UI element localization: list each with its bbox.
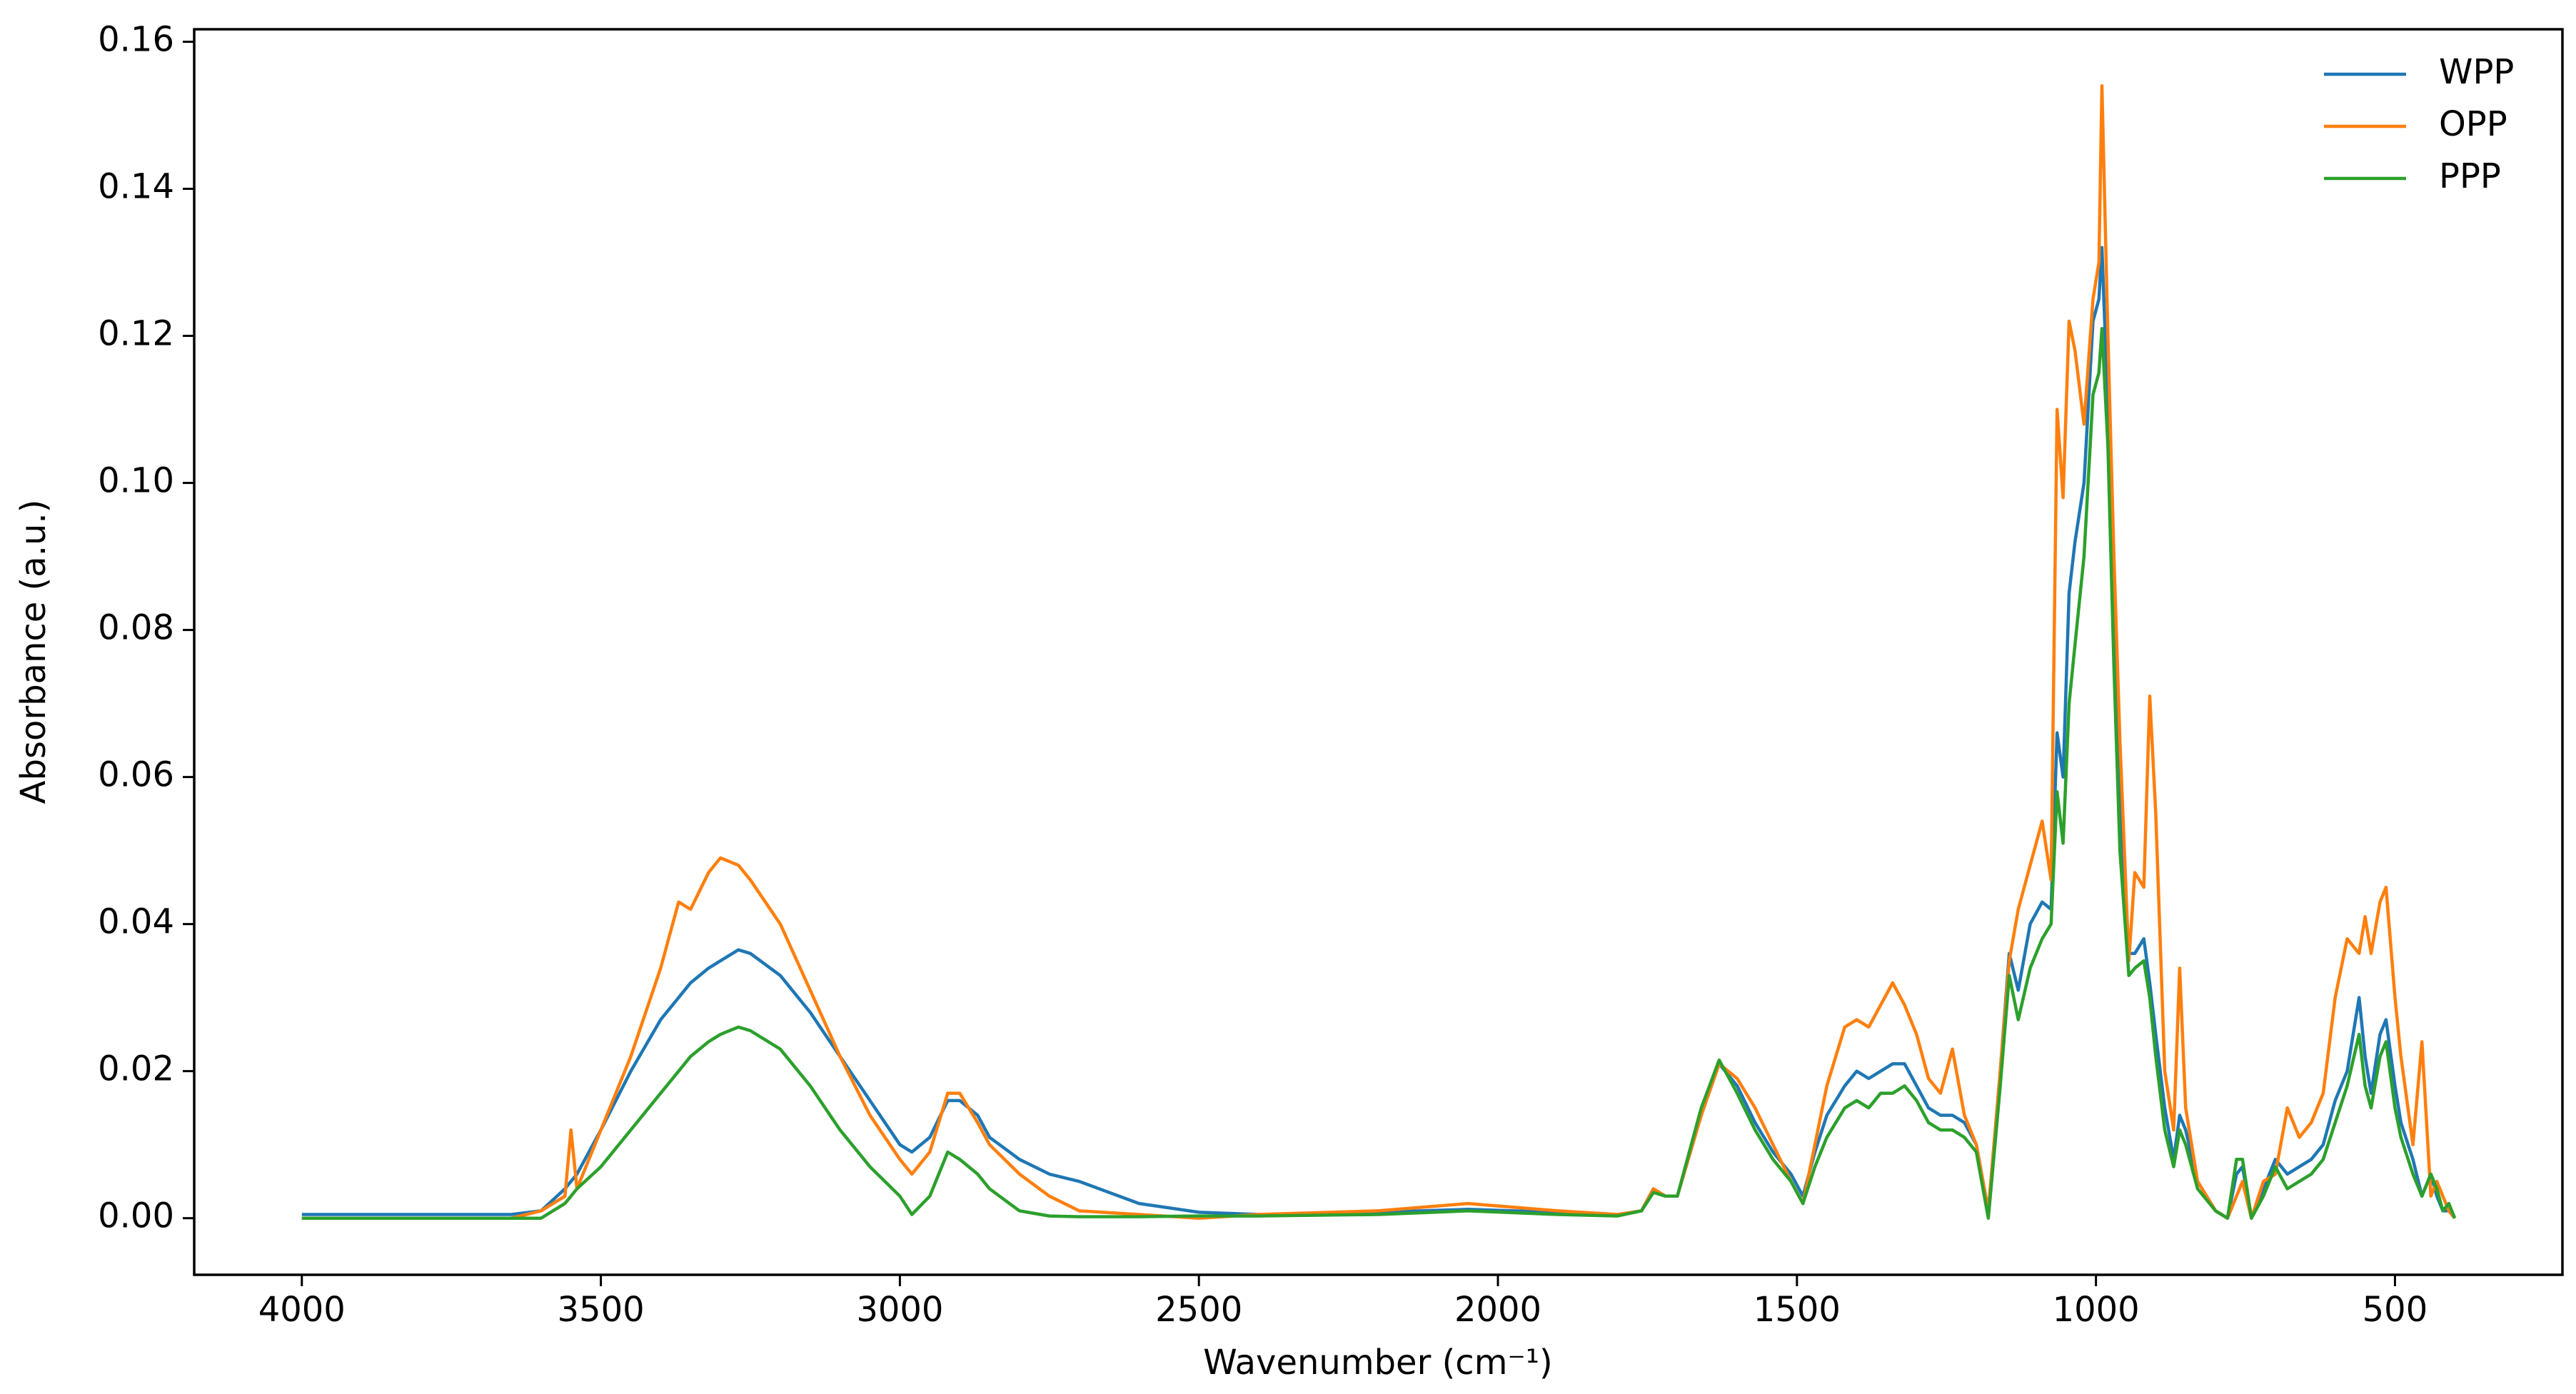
plot-frame bbox=[193, 28, 2564, 1276]
y-tick-label: 0.04 bbox=[98, 902, 174, 942]
x-tick-label: 500 bbox=[2363, 1290, 2428, 1330]
series-line bbox=[301, 327, 2457, 1220]
legend-label: WPP bbox=[2439, 52, 2514, 92]
series-line bbox=[301, 246, 2456, 1220]
x-tick-label: 4000 bbox=[258, 1290, 346, 1330]
x-tick-label: 2500 bbox=[1155, 1290, 1242, 1330]
x-axis-label: Wavenumber (cm⁻¹) bbox=[1203, 1343, 1553, 1383]
legend-label: OPP bbox=[2439, 104, 2507, 144]
y-tick-label: 0.16 bbox=[98, 20, 174, 60]
series-line bbox=[301, 84, 2456, 1220]
y-tick-label: 0.14 bbox=[98, 167, 174, 207]
x-tick-label: 3000 bbox=[856, 1290, 943, 1330]
y-tick-label: 0.06 bbox=[98, 755, 174, 795]
x-tick-label: 3500 bbox=[558, 1290, 645, 1330]
x-tick-label: 1500 bbox=[1754, 1290, 1841, 1330]
x-tick-label: 2000 bbox=[1454, 1290, 1541, 1330]
x-tick-label: 1000 bbox=[2053, 1290, 2140, 1330]
y-axis-label: Absorbance (a.u.) bbox=[14, 500, 54, 804]
y-tick-label: 0.02 bbox=[98, 1049, 174, 1089]
y-tick-label: 0.08 bbox=[98, 608, 174, 648]
y-tick-label: 0.10 bbox=[98, 461, 174, 501]
y-tick-label: 0.00 bbox=[98, 1196, 174, 1236]
legend-label: PPP bbox=[2439, 156, 2501, 196]
y-tick-label: 0.12 bbox=[98, 314, 174, 354]
